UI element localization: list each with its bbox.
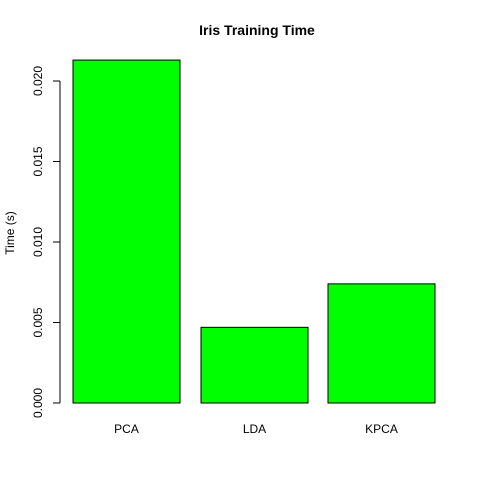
y-axis: 0.000 0.005 0.010 0.015 0.020 [31,66,61,418]
y-tick-label: 0.000 [31,388,45,418]
y-axis-label: Time (s) [3,211,17,255]
y-tick-label: 0.010 [31,227,45,257]
x-axis-labels: PCA LDA KPCA [114,422,398,436]
y-tick-label: 0.020 [31,66,45,96]
bar-kpca [327,283,436,404]
x-category-label: KPCA [365,422,398,436]
x-category-label: PCA [114,422,139,436]
y-tick-label: 0.015 [31,146,45,176]
y-tick-label: 0.005 [31,307,45,337]
bar-pca [72,59,181,404]
bar-lda [200,326,309,404]
bars-group [72,59,436,404]
chart-title: Iris Training Time [199,22,315,38]
x-category-label: LDA [243,422,266,436]
